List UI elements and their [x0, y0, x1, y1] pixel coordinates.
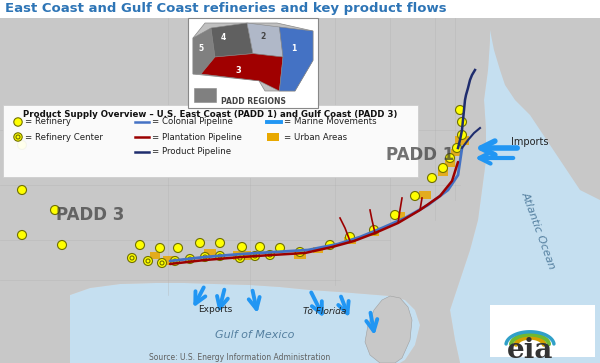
- Circle shape: [458, 118, 467, 126]
- Polygon shape: [70, 283, 420, 363]
- Bar: [369, 228, 379, 236]
- Circle shape: [157, 258, 167, 268]
- Bar: [455, 135, 469, 144]
- Text: Gulf of Mexico: Gulf of Mexico: [215, 330, 295, 340]
- Polygon shape: [201, 54, 283, 91]
- Circle shape: [136, 241, 145, 249]
- Circle shape: [58, 241, 67, 249]
- Circle shape: [17, 185, 26, 195]
- Bar: [438, 168, 448, 175]
- Bar: [0, 0, 600, 18]
- Circle shape: [458, 131, 467, 139]
- Circle shape: [346, 232, 355, 241]
- Text: 4: 4: [220, 33, 226, 42]
- Circle shape: [215, 238, 224, 248]
- Circle shape: [455, 106, 464, 114]
- Polygon shape: [193, 23, 313, 91]
- Polygon shape: [280, 27, 313, 91]
- Circle shape: [256, 242, 265, 252]
- Text: 5: 5: [199, 44, 203, 53]
- Circle shape: [410, 192, 419, 200]
- Circle shape: [325, 241, 335, 249]
- Bar: [194, 88, 216, 102]
- Circle shape: [251, 252, 260, 261]
- Text: = Plantation Pipeline: = Plantation Pipeline: [152, 132, 242, 142]
- Circle shape: [50, 205, 59, 215]
- Text: = Urban Areas: = Urban Areas: [284, 132, 347, 142]
- Text: PADD REGIONS: PADD REGIONS: [221, 98, 286, 106]
- Circle shape: [265, 250, 275, 260]
- Circle shape: [215, 252, 224, 261]
- Text: Source: U.S. Energy Information Administration: Source: U.S. Energy Information Administ…: [149, 354, 331, 363]
- Bar: [313, 247, 323, 253]
- Circle shape: [14, 118, 22, 126]
- Circle shape: [143, 257, 152, 265]
- Circle shape: [391, 211, 400, 220]
- Text: Exports: Exports: [198, 306, 232, 314]
- Circle shape: [200, 253, 209, 261]
- Bar: [3, 105, 418, 177]
- Bar: [233, 250, 251, 260]
- Bar: [204, 249, 216, 257]
- Text: eia: eia: [507, 337, 553, 363]
- Polygon shape: [247, 23, 283, 57]
- Circle shape: [445, 154, 455, 163]
- Circle shape: [235, 253, 245, 262]
- Text: 3: 3: [236, 66, 241, 75]
- Circle shape: [427, 174, 437, 183]
- Text: Atlantic Ocean: Atlantic Ocean: [520, 190, 557, 270]
- Text: 2: 2: [260, 32, 265, 41]
- Bar: [188, 18, 318, 108]
- Text: Imports: Imports: [511, 137, 548, 147]
- Bar: [163, 256, 177, 265]
- Circle shape: [185, 254, 194, 264]
- Circle shape: [439, 163, 448, 172]
- Bar: [419, 191, 431, 199]
- Circle shape: [14, 133, 22, 141]
- Polygon shape: [365, 296, 412, 363]
- Text: East Coast and Gulf Coast refineries and key product flows: East Coast and Gulf Coast refineries and…: [5, 2, 446, 15]
- Text: PADD 3: PADD 3: [56, 206, 124, 224]
- Bar: [294, 252, 306, 258]
- Text: = Colonial Pipeline: = Colonial Pipeline: [152, 118, 233, 126]
- Circle shape: [370, 225, 379, 234]
- Bar: [344, 237, 356, 244]
- Circle shape: [275, 244, 284, 253]
- Bar: [490, 305, 595, 357]
- Circle shape: [173, 244, 182, 253]
- Circle shape: [196, 238, 205, 248]
- Text: = Marine Movements: = Marine Movements: [284, 118, 377, 126]
- Text: Product Supply Overview – U.S. East Coast (PADD 1) and Gulf Coast (PADD 3): Product Supply Overview – U.S. East Coas…: [23, 110, 397, 119]
- Bar: [451, 148, 461, 155]
- Bar: [395, 212, 405, 219]
- Circle shape: [452, 143, 461, 152]
- Bar: [267, 133, 279, 141]
- Text: = Refinery: = Refinery: [25, 118, 71, 126]
- Circle shape: [128, 253, 137, 262]
- Text: PADD 1: PADD 1: [386, 146, 454, 164]
- Polygon shape: [450, 18, 600, 363]
- Text: = Refinery Center: = Refinery Center: [25, 132, 103, 142]
- Circle shape: [296, 248, 305, 257]
- Circle shape: [238, 242, 247, 252]
- Text: To Florida: To Florida: [304, 307, 347, 317]
- Text: = Product Pipeline: = Product Pipeline: [152, 147, 231, 156]
- Polygon shape: [211, 23, 253, 57]
- Polygon shape: [193, 28, 215, 74]
- Circle shape: [170, 257, 179, 265]
- Bar: [445, 159, 455, 167]
- Bar: [150, 252, 160, 258]
- Circle shape: [17, 231, 26, 240]
- Circle shape: [17, 140, 26, 150]
- Text: 1: 1: [291, 44, 296, 53]
- Polygon shape: [486, 18, 600, 200]
- Polygon shape: [0, 18, 490, 363]
- Circle shape: [155, 244, 164, 253]
